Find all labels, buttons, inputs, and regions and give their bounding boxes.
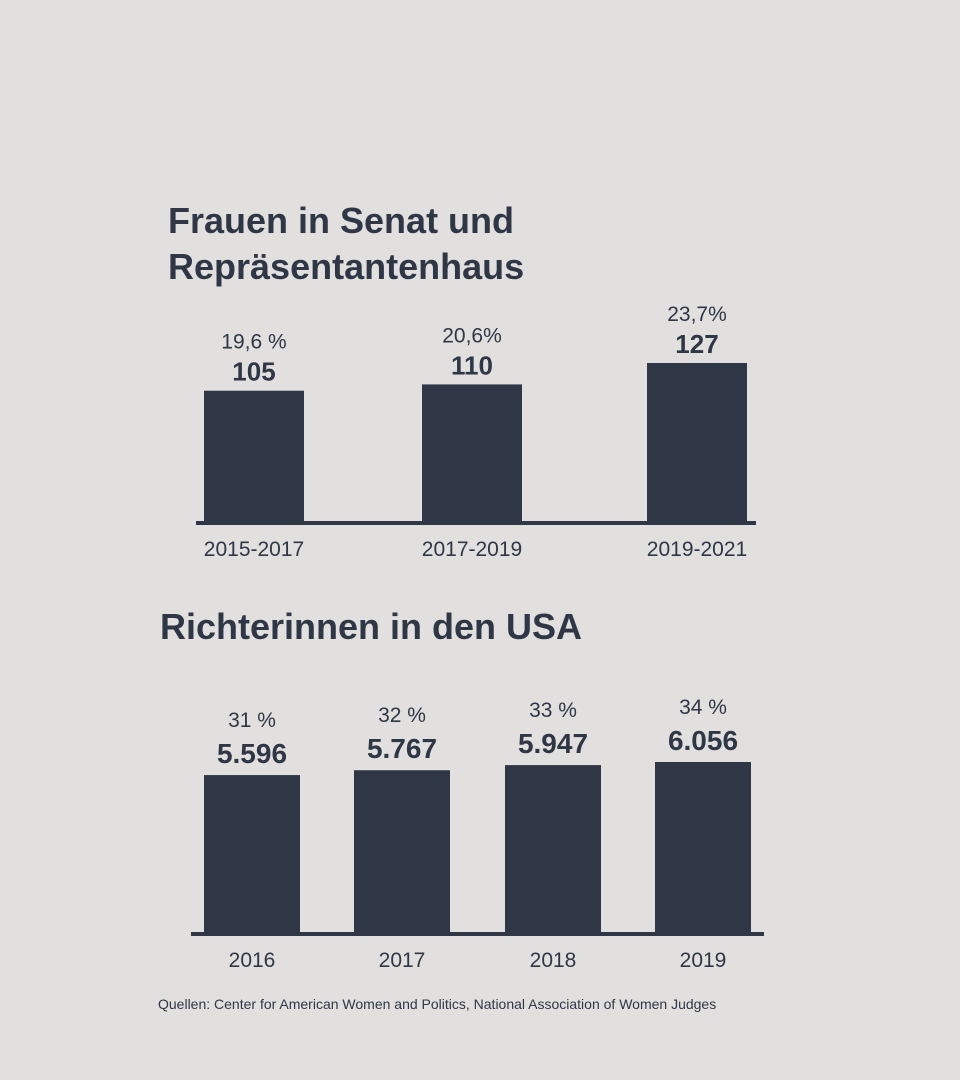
- bar-value-label: 5.767: [367, 733, 437, 764]
- bar-value-label: 105: [232, 357, 275, 387]
- bar-percent-label: 34 %: [679, 696, 727, 719]
- x-tick-label: 2019: [680, 949, 727, 972]
- x-tick-label: 2017: [379, 949, 426, 972]
- bar-value-label: 5.947: [518, 728, 588, 759]
- bar-percent-label: 23,7%: [667, 303, 727, 326]
- chart-title-congress: Frauen in Senat und Repräsentantenhaus: [168, 198, 668, 290]
- x-tick-label: 2017-2019: [422, 538, 522, 561]
- bar-chart-judges: 5.596 31 % 2016 5.767 32 % 2017 5.947 33 % 2018 6…: [191, 696, 764, 972]
- bar: [422, 384, 522, 523]
- bar-percent-label: 19,6 %: [221, 331, 286, 354]
- x-tick-label: 2015-2017: [204, 538, 304, 561]
- bar-percent-label: 31 %: [228, 709, 276, 732]
- bar-value-label: 110: [451, 350, 493, 380]
- bar: [505, 765, 601, 934]
- bar: [354, 770, 450, 934]
- x-tick-label: 2019-2021: [647, 538, 747, 561]
- bar-value-label: 127: [675, 329, 718, 359]
- x-tick-label: 2016: [229, 949, 276, 972]
- chart-title-line: Frauen in Senat und: [168, 200, 515, 241]
- source-note: Quellen: Center for American Women and P…: [158, 996, 717, 1012]
- bar: [204, 775, 300, 934]
- bar-percent-label: 32 %: [378, 704, 426, 727]
- bar: [647, 363, 747, 523]
- bar-percent-label: 33 %: [529, 699, 577, 722]
- bar-chart-congress: 105 19,6 % 2015-2017 110 20,6% 2017-2019 127 23…: [196, 303, 756, 561]
- chart-title-judges: Richterinnen in den USA: [160, 606, 583, 647]
- x-tick-label: 2018: [530, 949, 577, 972]
- bar-value-label: 6.056: [668, 725, 738, 756]
- bar: [655, 762, 751, 934]
- bar-percent-label: 20,6%: [442, 324, 502, 347]
- bar: [204, 390, 304, 523]
- chart-title-line: Repräsentantenhaus: [168, 246, 525, 287]
- bar-value-label: 5.596: [217, 738, 287, 769]
